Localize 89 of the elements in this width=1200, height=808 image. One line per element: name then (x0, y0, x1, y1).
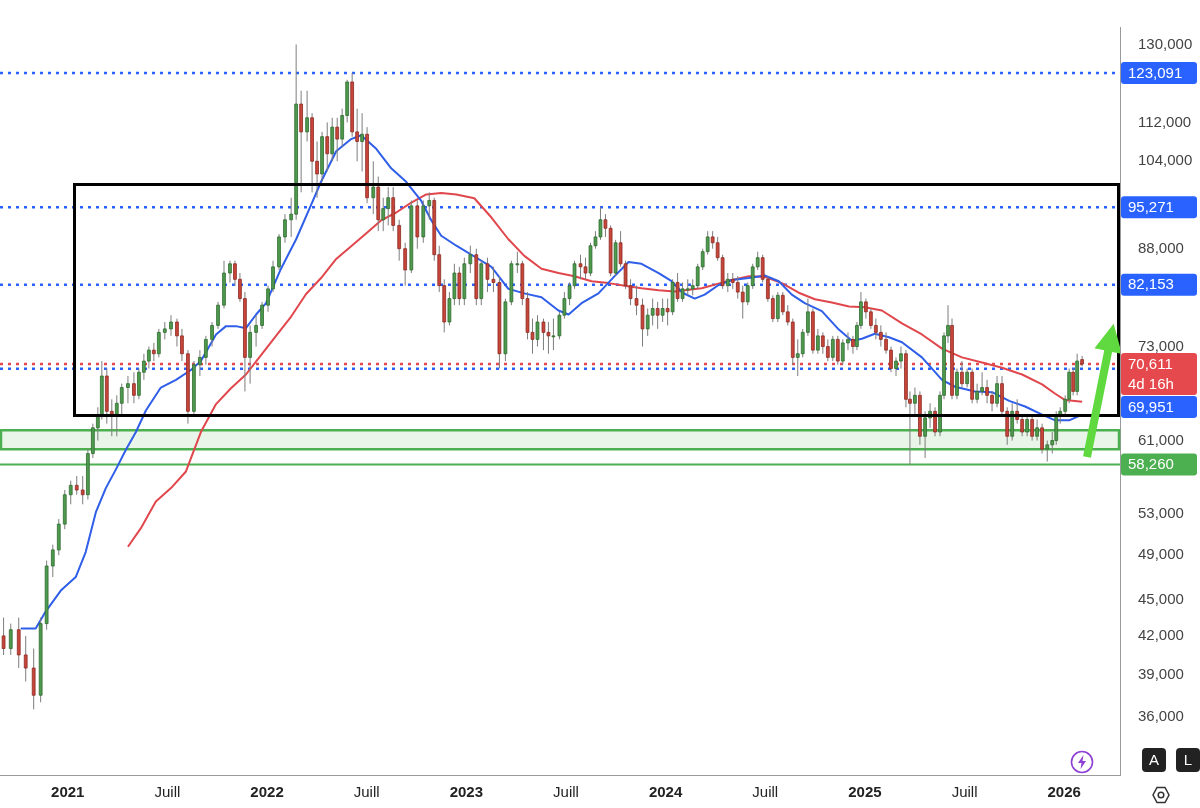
candlestick (1030, 414, 1034, 442)
ref-line-label: 69,951 (1128, 397, 1174, 415)
ref-line-label: 95,271 (1128, 197, 1174, 215)
candlestick (360, 112, 364, 172)
x-tick-label: 2024 (648, 783, 683, 801)
x-tick-label: 2023 (449, 783, 484, 801)
y-tick-label: 36,000 (1138, 706, 1184, 724)
text: 4d 16h (1128, 374, 1174, 392)
ref-line-label: 70,611 (1128, 354, 1173, 372)
candlestick (1, 617, 6, 656)
candlestick (381, 197, 386, 232)
ref-line-label: 82,153 (1128, 275, 1174, 293)
candlestick (152, 342, 156, 362)
y-tick-label: 53,000 (1138, 504, 1184, 522)
candlestick (535, 314, 540, 348)
y-tick-label: 130,000 (1138, 34, 1193, 52)
y-tick-label: 39,000 (1138, 664, 1184, 682)
candlestick (955, 367, 959, 400)
candlestick (210, 321, 214, 348)
candlestick (50, 544, 55, 578)
candlestick (665, 298, 670, 326)
x-tick-label: 2021 (51, 783, 85, 801)
y-tick-label: 112,000 (1138, 112, 1192, 130)
candlestick (851, 335, 855, 355)
candlestick (68, 480, 73, 505)
candlestick (913, 387, 917, 416)
candlestick (1035, 419, 1039, 442)
candlestick (660, 298, 665, 323)
candlestick (468, 245, 473, 274)
y-tick-label: 42,000 (1138, 626, 1184, 644)
candlestick (650, 298, 655, 326)
candlestick (204, 335, 208, 366)
candlestick (198, 349, 202, 377)
candlestick (1071, 367, 1075, 396)
candlestick (260, 301, 264, 330)
candlestick (775, 291, 780, 323)
candlestick (1025, 414, 1029, 437)
x-tick-label: 2026 (1047, 783, 1081, 801)
candlestick (403, 242, 407, 287)
candlestick (283, 213, 287, 244)
candlestick (335, 117, 340, 162)
candlestick (740, 285, 745, 320)
candlestick (515, 251, 520, 274)
candlestick (169, 314, 173, 337)
candlestick (655, 301, 660, 330)
candlestick (126, 375, 130, 404)
candlestick (816, 328, 820, 355)
y-tick-label: 73,000 (1138, 336, 1184, 354)
x-tick-label: Juill (553, 783, 579, 801)
candlestick (157, 328, 161, 358)
y-tick-label: 49,000 (1138, 545, 1184, 563)
candlestick (675, 272, 680, 303)
candlestick (995, 375, 999, 408)
ref-line-label: 58,260 (1128, 455, 1174, 473)
candlestick (228, 260, 232, 283)
candlestick (23, 635, 28, 682)
candlestick (1045, 440, 1050, 463)
ref-line-label: 123,091 (1128, 63, 1183, 81)
text: A (1148, 750, 1160, 768)
candlestick (830, 335, 835, 362)
candlestick (427, 191, 432, 221)
candlestick (1040, 423, 1044, 455)
y-tick-label: 88,000 (1138, 238, 1184, 256)
candlestick (119, 383, 124, 416)
candlestick (254, 314, 258, 348)
x-tick-label: Juill (951, 783, 978, 801)
candlestick (835, 335, 840, 366)
candlestick (325, 121, 330, 172)
x-tick-label: 2022 (250, 783, 284, 801)
candlestick (132, 371, 136, 404)
candlestick (965, 367, 969, 389)
candlestick (397, 219, 402, 262)
candlestick (933, 406, 937, 437)
candlestick (8, 623, 13, 656)
y-tick-label: 61,000 (1138, 430, 1184, 448)
y-tick-label: 104,000 (1138, 151, 1193, 169)
y-tick-label: 45,000 (1138, 589, 1184, 607)
x-tick-label: Juill (752, 783, 779, 801)
x-tick-label: 2025 (848, 783, 882, 801)
candlestick (216, 301, 220, 330)
x-tick-label: Juill (154, 783, 181, 801)
candlestick (960, 360, 964, 389)
candlestick (725, 272, 730, 293)
candlestick (371, 160, 376, 215)
x-tick-label: Juill (353, 783, 380, 801)
candlestick (80, 475, 85, 505)
candlestick (305, 90, 309, 142)
candlestick (74, 475, 79, 496)
text: L (1183, 750, 1193, 768)
